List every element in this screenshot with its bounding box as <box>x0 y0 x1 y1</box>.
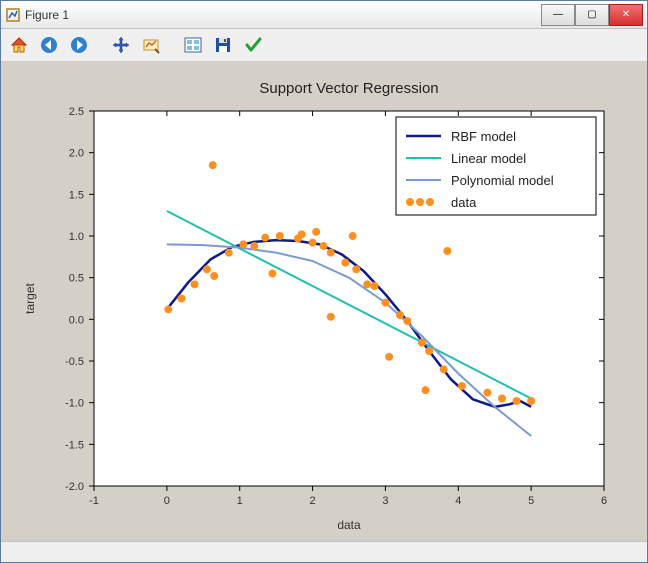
xtick-label: -1 <box>89 495 99 507</box>
xtick-label: 3 <box>382 495 388 507</box>
xtick-label: 1 <box>237 495 243 507</box>
titlebar[interactable]: Figure 1 — ▢ ✕ <box>1 1 647 29</box>
ytick-label: 1.5 <box>69 189 84 201</box>
x-axis-label: data <box>337 518 361 532</box>
plot-canvas: Support Vector Regression -1 0 1 2 3 4 5 6 -2.0 -1… <box>1 61 647 542</box>
save-icon[interactable] <box>211 33 235 57</box>
ytick-label: 0.5 <box>69 273 84 285</box>
home-icon[interactable] <box>7 33 31 57</box>
toolbar <box>1 29 647 62</box>
legend-item-label: RBF model <box>451 129 516 144</box>
minimize-button[interactable]: — <box>541 4 575 26</box>
close-button[interactable]: ✕ <box>609 4 643 26</box>
xtick-label: 2 <box>310 495 316 507</box>
y-axis-label: target <box>23 282 37 313</box>
forward-icon[interactable] <box>67 33 91 57</box>
back-icon[interactable] <box>37 33 61 57</box>
ytick-label: -0.5 <box>65 356 84 368</box>
chart-title: Support Vector Regression <box>259 80 438 97</box>
configure-icon[interactable] <box>181 33 205 57</box>
legend-item-label: data <box>451 195 477 210</box>
ytick-label: 2.5 <box>69 106 84 118</box>
ytick-label: -1.0 <box>65 398 84 410</box>
legend: RBF model Linear model Polynomial model dat… <box>396 117 596 215</box>
xtick-label: 0 <box>164 495 170 507</box>
window-title: Figure 1 <box>25 8 541 22</box>
window-controls: — ▢ ✕ <box>541 4 643 26</box>
ytick-label: -1.5 <box>65 439 84 451</box>
zoom-icon[interactable] <box>139 33 163 57</box>
xtick-label: 6 <box>601 495 607 507</box>
xtick-label: 4 <box>455 495 461 507</box>
legend-item-label: Linear model <box>451 151 526 166</box>
ytick-label: 1.0 <box>69 231 84 243</box>
xtick-label: 5 <box>528 495 534 507</box>
ytick-label: -2.0 <box>65 481 84 493</box>
statusbar <box>1 541 647 562</box>
app-icon <box>5 7 21 23</box>
pan-icon[interactable] <box>109 33 133 57</box>
check-icon[interactable] <box>241 33 265 57</box>
ytick-label: 2.0 <box>69 148 84 160</box>
maximize-button[interactable]: ▢ <box>575 4 609 26</box>
figure-window: Figure 1 — ▢ ✕ <box>0 0 648 563</box>
svr-chart: Support Vector Regression -1 0 1 2 3 4 5 6 -2.0 -1… <box>14 71 634 541</box>
ytick-label: 0.0 <box>69 314 84 326</box>
legend-item-label: Polynomial model <box>451 173 554 188</box>
